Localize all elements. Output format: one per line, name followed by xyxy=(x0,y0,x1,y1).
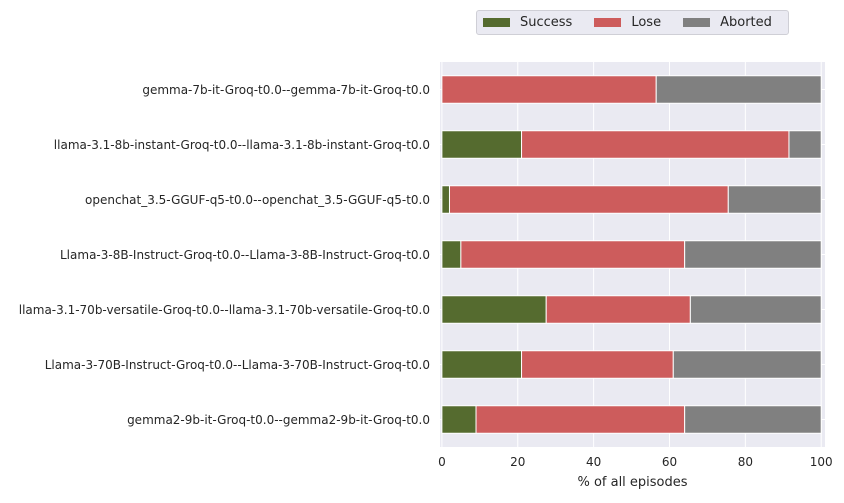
legend-swatch-success xyxy=(483,18,510,27)
y-tick-label: gemma2-9b-it-Groq-t0.0--gemma2-9b-it-Gro… xyxy=(127,413,430,427)
y-tick-label: Llama-3-70B-Instruct-Groq-t0.0--Llama-3-… xyxy=(45,358,430,372)
bar-success xyxy=(441,295,547,324)
y-tick-label: Llama-3-8B-Instruct-Groq-t0.0--Llama-3-8… xyxy=(60,248,430,262)
legend-swatch-aborted xyxy=(683,18,711,27)
bar-aborted xyxy=(684,240,822,269)
legend-item-success: Success xyxy=(483,15,572,30)
bar-aborted xyxy=(684,405,822,434)
x-tick-label: 100 xyxy=(810,455,833,469)
y-tick-label: openchat_3.5-GGUF-q5-t0.0--openchat_3.5-… xyxy=(85,193,430,207)
bar-lose xyxy=(521,130,790,159)
bar-aborted xyxy=(727,185,822,214)
y-tick-label: llama-3.1-70b-versatile-Groq-t0.0--llama… xyxy=(19,303,430,317)
x-axis-label: % of all episodes xyxy=(577,475,687,490)
legend-label-success: Success xyxy=(520,15,573,30)
legend-label-lose: Lose xyxy=(631,15,662,30)
bar-aborted xyxy=(689,295,822,324)
x-tick-label: 40 xyxy=(586,455,601,469)
bar-lose xyxy=(545,295,691,324)
x-tick-label: 60 xyxy=(662,455,677,469)
x-tick-label: 80 xyxy=(738,455,753,469)
bar-success xyxy=(441,240,462,269)
legend-swatch-lose xyxy=(594,18,622,27)
bar-success xyxy=(441,350,523,379)
bar-lose xyxy=(460,240,686,269)
bar-aborted xyxy=(788,130,822,159)
bar-aborted xyxy=(672,350,822,379)
bar-aborted xyxy=(655,75,822,104)
bar-lose xyxy=(521,350,674,379)
legend-label-aborted: Aborted xyxy=(720,15,772,30)
legend-item-lose: Lose xyxy=(594,15,661,30)
bar-success xyxy=(441,405,477,434)
y-tick-label: llama-3.1-8b-instant-Groq-t0.0--llama-3.… xyxy=(54,138,430,152)
legend: Success Lose Aborted xyxy=(476,10,789,35)
legend-item-aborted: Aborted xyxy=(683,15,772,30)
x-tick-label: 20 xyxy=(510,455,525,469)
bar-lose xyxy=(441,75,657,104)
y-tick-labels: gemma-7b-it-Groq-t0.0--gemma-7b-it-Groq-… xyxy=(19,83,430,427)
bar-lose xyxy=(475,405,686,434)
bar-success xyxy=(441,130,523,159)
bar-success xyxy=(441,185,450,214)
y-tick-label: gemma-7b-it-Groq-t0.0--gemma-7b-it-Groq-… xyxy=(142,83,430,97)
x-tick-labels: 0 20 40 60 80 100 xyxy=(438,455,833,469)
x-tick-label: 0 xyxy=(438,455,446,469)
bar-lose xyxy=(448,185,729,214)
bars-layer xyxy=(441,75,822,434)
